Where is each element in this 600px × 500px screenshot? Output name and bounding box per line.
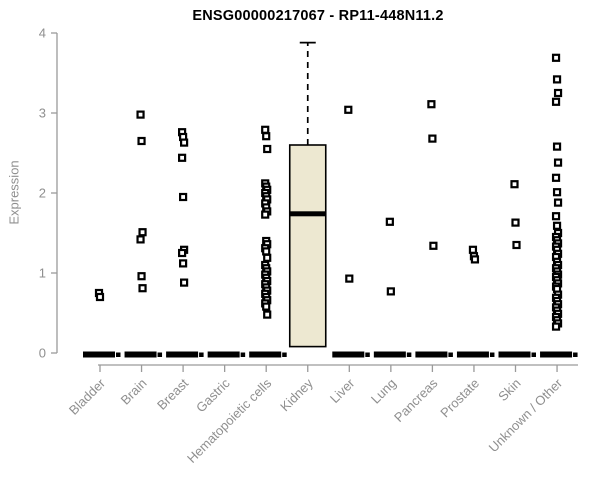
zero-median-bar xyxy=(456,351,489,358)
x-tick-label: Prostate xyxy=(437,376,482,421)
outlier-point xyxy=(261,210,270,219)
outlier-point xyxy=(552,75,562,84)
outlier-point xyxy=(553,88,563,98)
zero-median-nub xyxy=(240,352,246,357)
x-tick-label: Pancreas xyxy=(391,375,441,425)
x-tick-label: Gastric xyxy=(193,375,233,415)
outlier-point xyxy=(263,253,272,262)
outlier-point xyxy=(136,110,145,119)
outlier-point xyxy=(137,272,146,281)
outlier-point xyxy=(551,322,561,331)
y-axis-label: Expression xyxy=(6,160,22,225)
outlier-point xyxy=(179,192,188,202)
x-tick-label: Bladder xyxy=(66,375,109,418)
zero-median-bar xyxy=(124,351,157,358)
outlier-point xyxy=(552,221,562,230)
zero-median-bar xyxy=(540,351,573,358)
outlier-point xyxy=(344,105,353,114)
outlier-point xyxy=(551,173,561,182)
outlier-point xyxy=(553,158,563,167)
outlier-point xyxy=(136,235,145,244)
outlier-point xyxy=(385,217,394,226)
zero-median-nub xyxy=(116,352,121,357)
x-tick-label: Skin xyxy=(495,376,523,404)
outlier-point xyxy=(427,100,436,109)
zero-median-nub xyxy=(157,352,163,357)
outlier-point xyxy=(178,248,187,258)
outlier-point xyxy=(261,125,270,134)
zero-median-nub xyxy=(282,352,287,357)
zero-median-nub xyxy=(365,352,370,357)
zero-median-bar xyxy=(166,351,199,358)
x-tick-label: Lung xyxy=(368,376,399,407)
outlier-point xyxy=(263,144,272,154)
y-tick-label: 3 xyxy=(39,106,46,121)
outlier-point xyxy=(180,278,189,287)
y-tick-label: 0 xyxy=(39,346,46,361)
y-tick-label: 4 xyxy=(39,26,46,41)
x-tick-label: Breast xyxy=(154,375,191,412)
outlier-point xyxy=(137,136,146,146)
outlier-point xyxy=(470,255,480,264)
outlier-point xyxy=(428,134,437,143)
x-tick-label: Brain xyxy=(118,376,150,408)
x-tick-label: Unknown / Other xyxy=(486,375,566,455)
zero-median-nub xyxy=(531,352,536,357)
x-tick-label: Liver xyxy=(327,375,358,406)
outlier-point xyxy=(551,212,561,221)
outlier-point xyxy=(263,310,272,319)
outlier-point xyxy=(138,228,147,237)
outlier-point xyxy=(386,287,395,296)
outlier-point xyxy=(510,180,519,189)
outlier-point xyxy=(178,153,187,162)
outlier-point xyxy=(138,284,147,293)
outlier-point xyxy=(345,274,354,283)
zero-median-bar xyxy=(207,351,240,358)
zero-median-bar xyxy=(415,351,448,358)
zero-median-bar xyxy=(249,351,282,358)
chart-title: ENSG00000217067 - RP11-448N11.2 xyxy=(192,8,444,24)
outlier-point xyxy=(552,188,562,197)
zero-median-bar xyxy=(332,351,365,358)
outlier-point xyxy=(512,240,521,250)
zero-median-bar xyxy=(83,351,115,358)
outlier-point xyxy=(262,302,271,311)
outlier-point xyxy=(553,198,563,207)
outlier-point xyxy=(511,218,520,227)
outlier-point xyxy=(551,53,561,62)
outlier-point xyxy=(179,259,188,268)
zero-median-nub xyxy=(406,352,412,357)
median-line xyxy=(289,211,326,217)
outlier-point xyxy=(551,97,561,106)
outlier-point xyxy=(468,245,478,254)
box xyxy=(288,144,327,348)
outlier-point xyxy=(262,247,271,256)
outlier-point xyxy=(95,292,105,302)
zero-median-nub xyxy=(573,352,578,357)
outlier-point xyxy=(429,241,438,250)
outlier-point xyxy=(262,132,271,141)
y-tick-label: 1 xyxy=(39,266,46,281)
outlier-point xyxy=(180,138,189,147)
zero-median-nub xyxy=(199,352,204,357)
zero-median-nub xyxy=(489,352,495,357)
zero-median-nub xyxy=(448,352,453,357)
zero-median-bar xyxy=(373,351,406,358)
outlier-point xyxy=(552,142,562,151)
zero-median-bar xyxy=(498,351,531,358)
y-tick-label: 2 xyxy=(39,186,46,201)
x-tick-label: Kidney xyxy=(277,375,316,414)
